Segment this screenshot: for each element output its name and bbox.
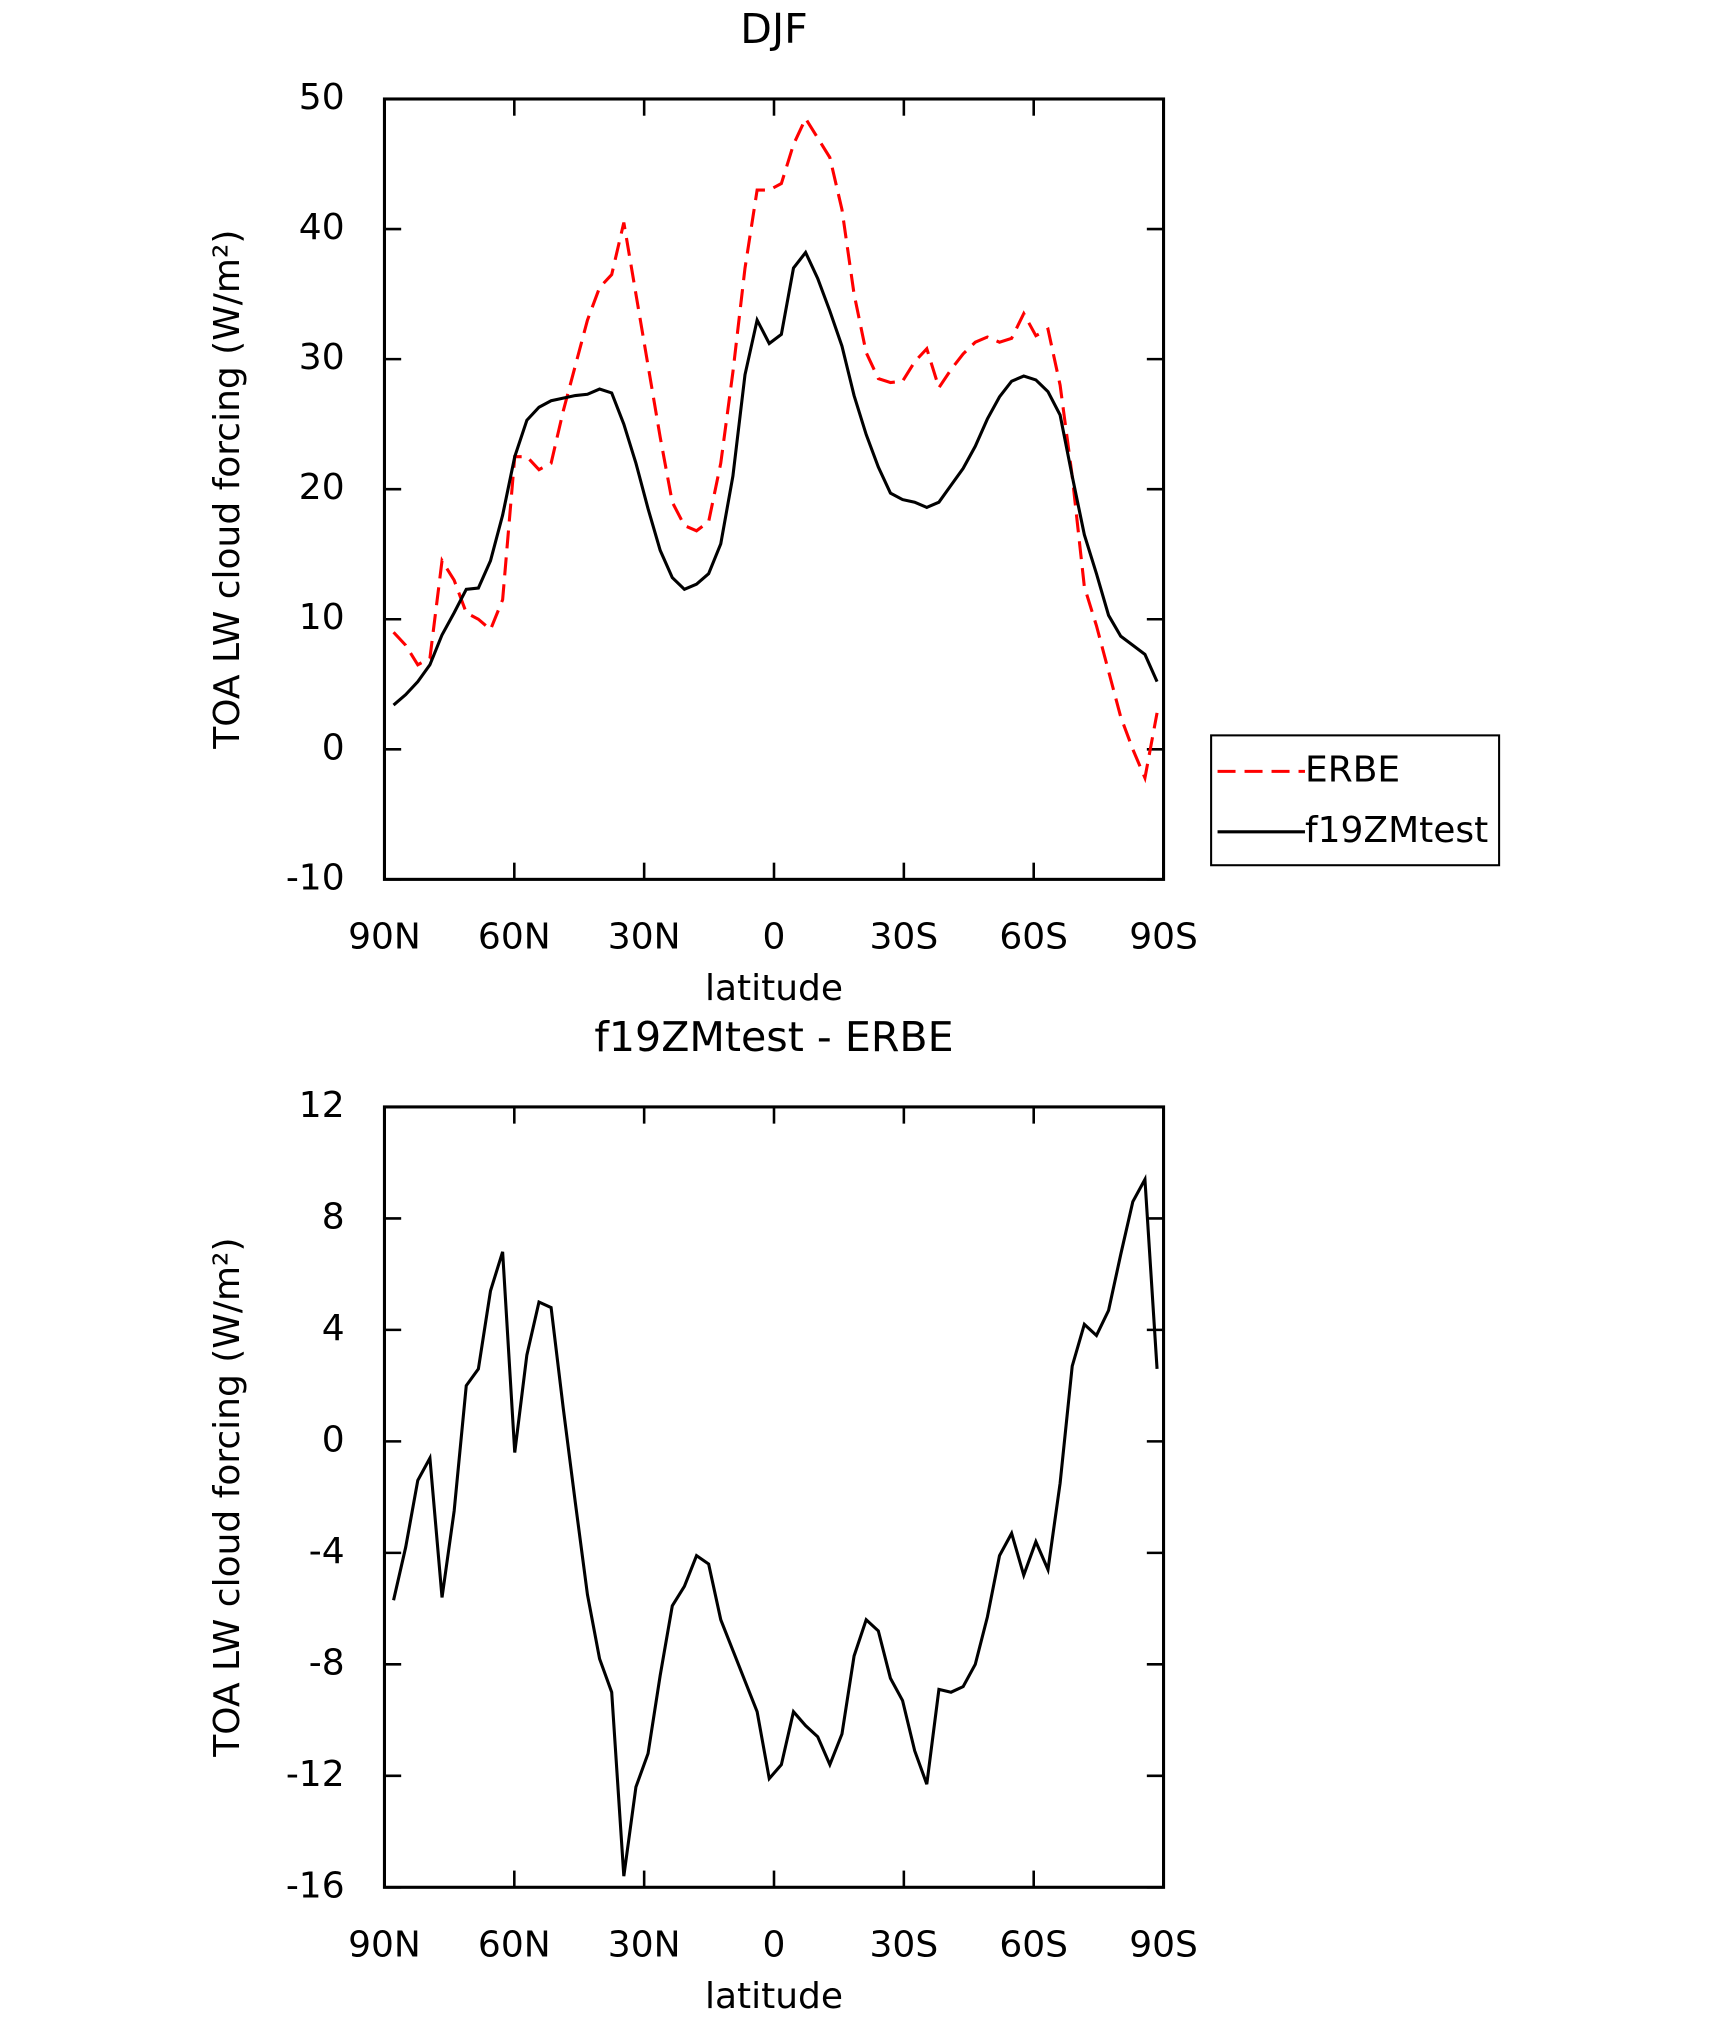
- y-axis-label: TOA LW cloud forcing (W/m²): [207, 230, 248, 750]
- legend-label: ERBE: [1305, 749, 1400, 790]
- y-tick-label: 10: [299, 597, 345, 638]
- y-tick-label: -16: [286, 1865, 345, 1906]
- x-tick-label: 30N: [608, 1924, 681, 1965]
- x-tick-label: 60S: [999, 917, 1068, 958]
- y-tick-label: 30: [299, 337, 345, 378]
- chart-title: DJF: [740, 5, 807, 53]
- y-axis-label: TOA LW cloud forcing (W/m²): [207, 1238, 248, 1758]
- y-tick-label: -12: [286, 1754, 345, 1795]
- x-axis-label: latitude: [705, 1976, 843, 2017]
- x-tick-label: 0: [763, 1924, 786, 1965]
- y-tick-label: -4: [309, 1531, 345, 1572]
- y-tick-label: 12: [299, 1085, 345, 1126]
- x-tick-label: 60S: [999, 1924, 1068, 1965]
- x-tick-label: 0: [763, 917, 786, 958]
- x-axis-label: latitude: [705, 968, 843, 1009]
- series-line: [392, 249, 1159, 707]
- x-tick-label: 60N: [478, 917, 551, 958]
- x-tick-label: 30S: [870, 1924, 939, 1965]
- legend-box: [1210, 734, 1501, 867]
- x-tick-label: 90N: [348, 1924, 421, 1965]
- y-tick-label: 0: [322, 1419, 345, 1460]
- y-tick-label: 40: [299, 207, 345, 248]
- series-line: [392, 1173, 1159, 1877]
- x-tick-label: 90N: [348, 917, 421, 958]
- y-tick-label: 8: [322, 1196, 345, 1237]
- y-tick-label: 20: [299, 467, 345, 508]
- x-tick-label: 30S: [870, 917, 939, 958]
- legend-label: f19ZMtest: [1305, 810, 1488, 851]
- chart-title: f19ZMtest - ERBE: [594, 1013, 953, 1061]
- y-tick-label: -10: [286, 857, 345, 898]
- plot-frame: [382, 97, 1166, 881]
- plot-frame: [382, 1105, 1166, 1889]
- x-tick-label: 30N: [608, 917, 681, 958]
- y-tick-label: -8: [309, 1642, 345, 1683]
- x-tick-label: 90S: [1129, 917, 1198, 958]
- series-line: [392, 115, 1159, 784]
- x-tick-label: 90S: [1129, 1924, 1198, 1965]
- y-tick-label: 0: [322, 727, 345, 768]
- y-tick-label: 4: [322, 1308, 345, 1349]
- y-tick-label: 50: [299, 77, 345, 118]
- x-tick-label: 60N: [478, 1924, 551, 1965]
